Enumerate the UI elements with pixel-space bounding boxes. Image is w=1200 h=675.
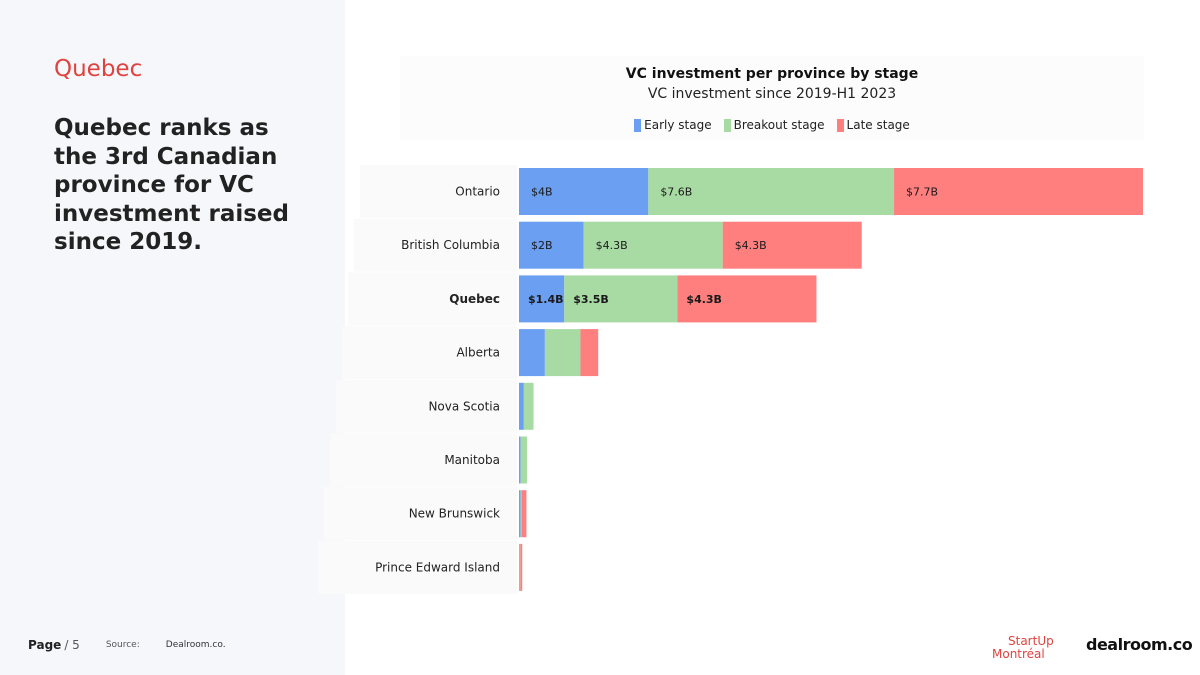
category-band-new-brunswick [324,487,517,541]
legend-item-late: Late stage [836,118,910,132]
legend-label-late: Late stage [846,118,910,132]
data-label-early-stage-ontario: $4B [531,186,553,199]
bar-early-stage-quebec [519,275,565,323]
bar-late-stage-alberta [580,329,599,377]
data-label-late-stage-ontario: $7.7B [906,186,938,199]
category-label-quebec: Quebec [449,292,500,306]
chart-subtitle: VC investment since 2019-H1 2023 [647,86,897,102]
data-label-breakout-stage-quebec: $3.5B [573,293,609,306]
legend-swatch-early [634,118,642,132]
headline: Quebec ranks as the 3rd Canadian provinc… [54,115,289,255]
bar-early-stage-british-columbia [519,221,584,269]
data-label-late-stage-british-columbia: $4.3B [735,239,767,252]
startup-montreal-logo: StartUp Montréal [992,634,1054,660]
legend-label-breakout: Breakout stage [733,118,825,132]
category-band-nova-scotia [336,379,517,433]
bar-early-stage-new-brunswick [519,490,521,538]
bar-late-stage-prince-edward-island [520,543,523,591]
source-label: Source: [105,640,140,650]
bar-early-stage-prince-edward-island [519,543,520,591]
category-band-alberta [342,326,517,380]
left-panel: Quebec Quebec ranks as the 3rd Canadian … [0,0,345,675]
bar-breakout-stage-alberta [544,329,581,377]
category-label-alberta: Alberta [456,346,500,360]
category-band-british-columbia [354,218,517,272]
startup-logo-line2: Montréal [992,647,1045,660]
legend-swatch-breakout [723,118,731,132]
bar-early-stage-manitoba [519,436,521,484]
bar-breakout-stage-nova-scotia [523,382,534,430]
category-label-british-columbia: British Columbia [401,238,500,252]
chart-header: VC investment per province by stage VC i… [400,56,1144,140]
category-label-manitoba: Manitoba [444,453,500,467]
data-label-early-stage-british-columbia: $2B [531,239,553,252]
category-band-manitoba [330,433,517,487]
page-total: / 5 [64,638,80,652]
category-band-quebec [348,272,517,326]
data-label-early-stage-quebec: $1.4B [528,293,564,306]
bar-breakout-stage-ontario [648,168,895,215]
footer: Page / 5 Source: Dealroom.co. [28,638,226,652]
category-label-new-brunswick: New Brunswick [409,507,500,521]
bar-breakout-stage-british-columbia [583,221,723,269]
bar-late-stage-british-columbia [722,221,862,269]
bar-early-stage-nova-scotia [519,382,524,430]
source-value: Dealroom.co. [165,640,226,650]
chart-title: VC investment per province by stage [625,66,919,82]
legend-swatch-late [836,118,844,132]
bar-late-stage-quebec [677,275,817,323]
data-label-breakout-stage-british-columbia: $4.3B [596,239,628,252]
bar-late-stage-ontario [894,168,1143,215]
chart-legend: Early stage Breakout stage Late stage [400,118,1144,132]
startup-logo-line1: StartUp [1008,634,1054,648]
data-label-late-stage-quebec: $4.3B [686,293,722,306]
section-title: Quebec [54,56,143,82]
page-label: Page [28,638,62,652]
category-label-prince-edward-island: Prince Edward Island [375,560,500,574]
category-label-ontario: Ontario [455,185,500,199]
category-band-ontario [360,165,517,218]
legend-label-early: Early stage [644,118,712,132]
bar-breakout-stage-quebec [564,275,678,323]
bar-late-stage-new-brunswick [521,490,527,538]
data-label-breakout-stage-ontario: $7.6B [660,186,692,199]
bar-early-stage-alberta [519,329,545,377]
bar-breakout-stage-manitoba [520,436,528,484]
legend-item-breakout: Breakout stage [723,118,825,132]
category-label-nova-scotia: Nova Scotia [428,399,500,413]
bar-breakout-stage-new-brunswick [520,490,522,538]
bar-early-stage-ontario [519,168,649,215]
bar-breakout-stage-prince-edward-island [519,543,521,591]
legend-item-early: Early stage [634,118,712,132]
category-band-prince-edward-island [318,540,517,594]
dealroom-logo: dealroom.co [1086,635,1193,654]
